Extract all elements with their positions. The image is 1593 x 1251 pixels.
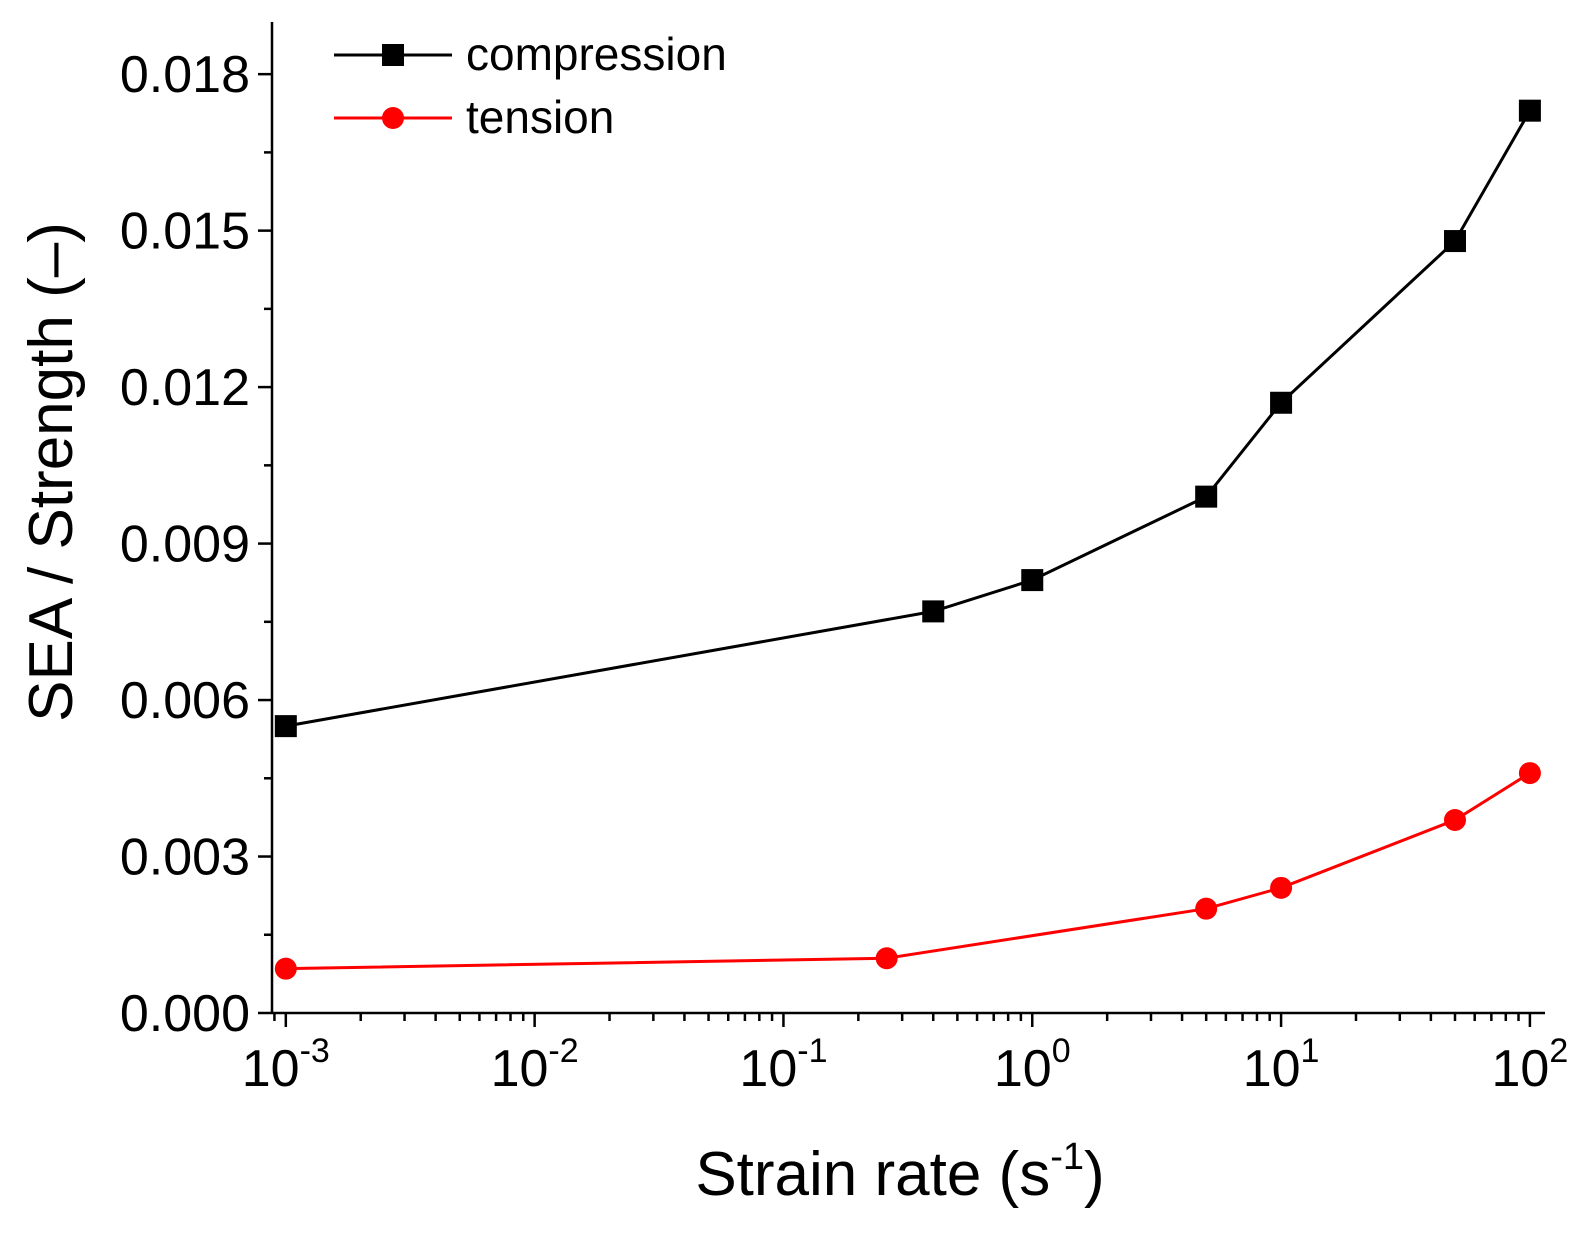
x-tick-label-base: 10 <box>242 1040 300 1098</box>
data-point-compression <box>1195 485 1218 508</box>
y-tick-label: 0.000 <box>120 985 250 1043</box>
y-tick-label: 0.015 <box>120 203 250 261</box>
x-tick-label-base: 10 <box>1492 1040 1550 1098</box>
x-tick-label: 102 <box>1492 1032 1569 1098</box>
data-point-compression <box>922 600 945 623</box>
data-point-tension <box>1443 809 1466 832</box>
x-ticks: 10-3 10-2 10-1 100 101 102 <box>242 1013 1569 1098</box>
y-tick-label: 0.012 <box>120 359 250 417</box>
x-axis-title-sup: -1 <box>1050 1136 1084 1178</box>
legend-item-tension: tension <box>334 91 614 143</box>
x-axis-title-tail: ) <box>1084 1140 1105 1209</box>
x-axis-title: Strain rate (s-1) <box>695 1136 1104 1209</box>
data-point-compression <box>274 715 297 738</box>
x-tick-label-exp: 0 <box>1052 1032 1071 1070</box>
x-tick-label: 10-3 <box>242 1032 330 1098</box>
x-tick-label: 10-2 <box>491 1032 579 1098</box>
y-ticks: 0.000 0.003 0.006 0.009 0.012 0.015 0.018 <box>120 46 272 1043</box>
legend-marker-tension <box>382 107 404 129</box>
legend-marker-compression <box>382 44 404 66</box>
series-line-tension <box>285 771 1531 971</box>
data-point-tension <box>1518 762 1541 785</box>
x-tick-label-exp: -3 <box>300 1032 330 1070</box>
x-tick-label: 101 <box>1243 1032 1320 1098</box>
y-tick-label: 0.006 <box>120 672 250 730</box>
y-axis-title: SEA / Strength (–) <box>17 222 86 722</box>
data-point-tension <box>274 957 297 980</box>
x-axis-title-main: Strain rate (s <box>695 1140 1050 1209</box>
x-tick-label-exp: 2 <box>1549 1032 1568 1070</box>
x-tick-label-exp: -2 <box>548 1032 578 1070</box>
x-tick-label: 10-1 <box>739 1032 827 1098</box>
y-tick-label: 0.018 <box>120 46 250 104</box>
legend-label-compression: compression <box>466 28 727 80</box>
data-point-compression <box>1270 391 1293 414</box>
series-compression <box>274 99 1541 738</box>
data-point-compression <box>1443 230 1466 253</box>
legend: compression tension <box>334 28 727 143</box>
x-tick-label: 100 <box>994 1032 1071 1098</box>
data-point-tension <box>875 947 898 970</box>
series-line-compression <box>285 109 1532 728</box>
data-point-compression <box>1518 99 1541 122</box>
legend-label-tension: tension <box>466 91 614 143</box>
legend-item-compression: compression <box>334 28 727 80</box>
x-tick-label-base: 10 <box>994 1040 1052 1098</box>
axes <box>270 22 1545 1015</box>
data-point-tension <box>1195 897 1218 920</box>
data-point-compression <box>1021 569 1044 592</box>
x-tick-label-exp: 1 <box>1301 1032 1320 1070</box>
series <box>274 99 1541 980</box>
data-point-tension <box>1270 876 1293 899</box>
x-tick-label-base: 10 <box>491 1040 549 1098</box>
y-tick-label: 0.003 <box>120 829 250 887</box>
x-tick-label-base: 10 <box>739 1040 797 1098</box>
x-tick-label-exp: -1 <box>797 1032 827 1070</box>
x-tick-label-base: 10 <box>1243 1040 1301 1098</box>
series-tension <box>274 762 1541 980</box>
y-tick-label: 0.009 <box>120 516 250 574</box>
